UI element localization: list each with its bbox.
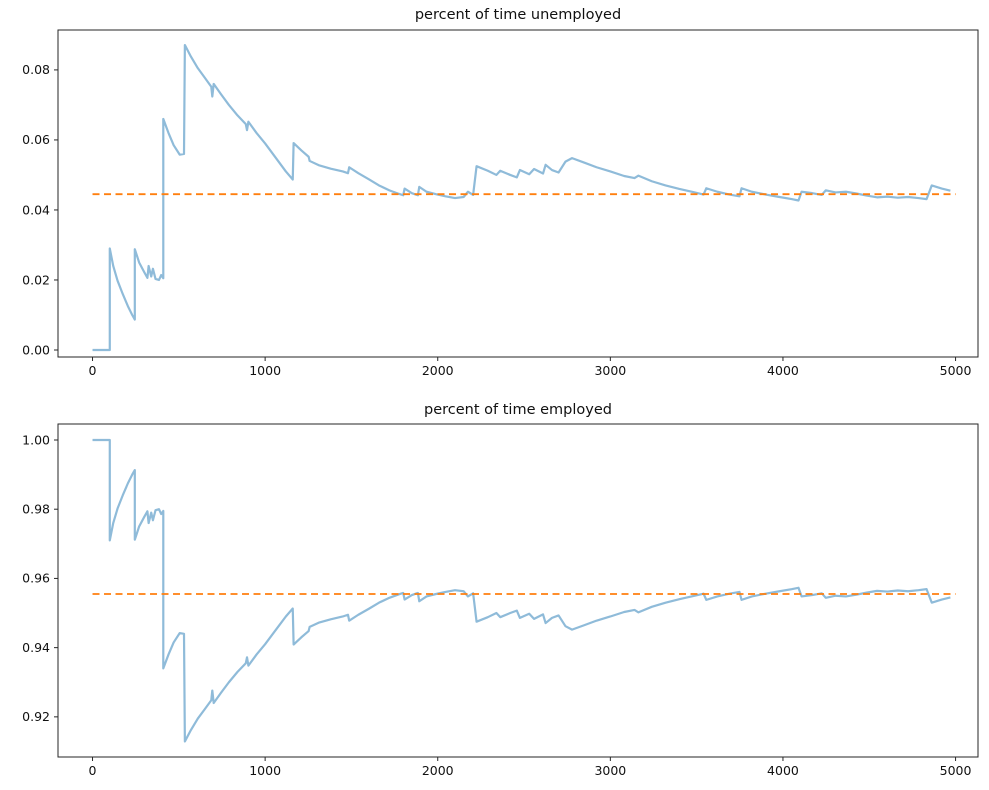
y-tick-label: 1.00 — [22, 432, 50, 447]
x-tick-label: 2000 — [422, 763, 454, 778]
x-tick-label: 4000 — [767, 363, 799, 378]
y-tick-label: 0.08 — [22, 62, 50, 77]
x-tick-label: 4000 — [767, 763, 799, 778]
y-tick-label: 0.00 — [22, 342, 50, 357]
x-tick-label: 0 — [89, 363, 97, 378]
x-tick-label: 1000 — [249, 363, 281, 378]
y-tick-label: 0.94 — [22, 640, 50, 655]
x-tick-label: 3000 — [594, 363, 626, 378]
axes-spines — [57, 423, 979, 758]
unemployed-chart: 0 1000 2000 3000 4000 5000 0.00 0.02 0.04 0.06 0.0… — [22, 29, 979, 378]
employed-chart: 0 1000 2000 3000 4000 5000 0.92 0.94 0.96 0.98 1.0… — [22, 423, 979, 778]
y-tick-label: 0.96 — [22, 571, 50, 586]
y-tick-label: 0.92 — [22, 709, 50, 724]
y-tick-label: 0.98 — [22, 502, 50, 517]
x-tick-label: 5000 — [940, 363, 972, 378]
unemployed-chart-title: percent of time unemployed — [414, 7, 622, 23]
y-tick-label: 0.04 — [22, 202, 50, 217]
x-tick-label: 0 — [89, 763, 97, 778]
x-tick-label: 2000 — [422, 363, 454, 378]
simulation-line — [92, 438, 951, 743]
y-tick-label: 0.02 — [22, 272, 50, 287]
employed-chart-title: percent of time employed — [424, 402, 612, 418]
x-tick-label: 5000 — [940, 763, 972, 778]
y-tick-label: 0.06 — [22, 132, 50, 147]
simulation-line — [92, 43, 951, 352]
axes-spines — [57, 29, 979, 358]
x-tick-label: 3000 — [594, 763, 626, 778]
x-tick-label: 1000 — [249, 763, 281, 778]
